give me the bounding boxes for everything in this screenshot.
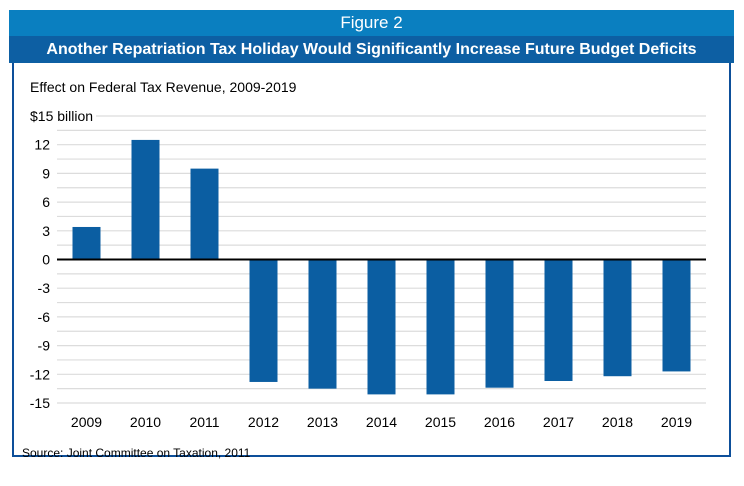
bar: [131, 139, 160, 260]
x-tick-label: 2013: [307, 414, 338, 430]
y-tick-label: 3: [42, 223, 50, 239]
y-tick-label: -9: [38, 338, 51, 354]
figure-label: Figure 2: [9, 10, 734, 36]
y-tick-label: 12: [34, 137, 50, 153]
y-tick-label: 6: [42, 194, 50, 210]
y-tick-label: -15: [30, 395, 50, 411]
x-tick-label: 2016: [484, 414, 515, 430]
bar: [662, 259, 691, 372]
x-tick-label: 2017: [543, 414, 574, 430]
x-tick-label: 2019: [661, 414, 692, 430]
figure-title: Another Repatriation Tax Holiday Would S…: [9, 36, 734, 63]
x-tick-label: 2015: [425, 414, 456, 430]
source-note: Source: Joint Committee on Taxation, 201…: [22, 446, 251, 460]
bar: [426, 259, 455, 395]
y-tick-label: -12: [30, 366, 50, 382]
y-tick-label: -3: [38, 280, 51, 296]
y-tick-label: $15 billion: [30, 108, 93, 124]
x-tick-label: 2009: [71, 414, 102, 430]
y-tick-label: 0: [42, 252, 50, 268]
x-tick-label: 2014: [366, 414, 397, 430]
bar: [308, 259, 337, 389]
bar: [190, 168, 219, 260]
y-tick-label: 9: [42, 165, 50, 181]
x-tick-label: 2018: [602, 414, 633, 430]
bar: [485, 259, 514, 388]
figure-frame: [12, 10, 731, 457]
bar: [72, 226, 101, 260]
bar: [603, 259, 632, 377]
bar: [544, 259, 573, 381]
chart-subtitle: Effect on Federal Tax Revenue, 2009-2019: [30, 79, 297, 95]
bar: [367, 259, 396, 395]
x-tick-label: 2011: [189, 414, 219, 430]
y-tick-label: -6: [38, 309, 51, 325]
x-tick-label: 2010: [130, 414, 161, 430]
bar: [249, 259, 278, 382]
x-tick-label: 2012: [248, 414, 279, 430]
